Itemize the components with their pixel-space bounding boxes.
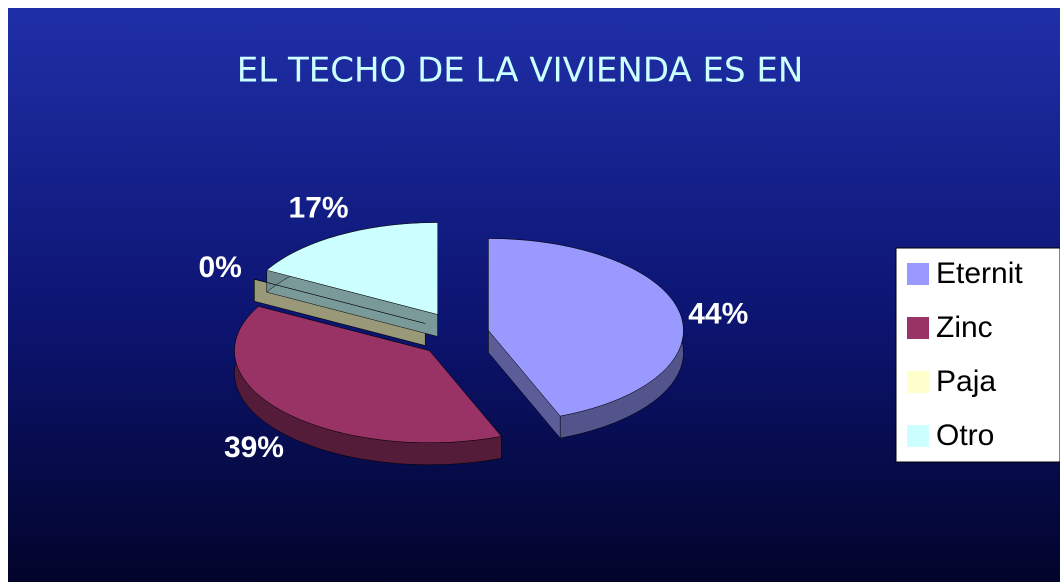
slice [266,222,438,315]
legend-swatch [907,371,929,393]
slice [254,278,426,324]
legend-label: Zinc [936,311,993,344]
data-label: 0% [198,251,241,284]
legend-swatch [907,263,929,285]
pie [234,222,684,465]
legend-label: Otro [936,419,994,452]
data-label: 44% [688,297,748,330]
slice [234,306,502,443]
legend-label: Eternit [936,257,1023,290]
data-label: 17% [289,192,349,225]
legend-swatch [907,317,929,339]
data-label: 39% [224,431,284,464]
legend-swatch [907,425,929,447]
chart-title: EL TECHO DE LA VIVIENDA ES EN [237,51,804,91]
legend-label: Paja [936,365,996,398]
slice [488,238,684,417]
